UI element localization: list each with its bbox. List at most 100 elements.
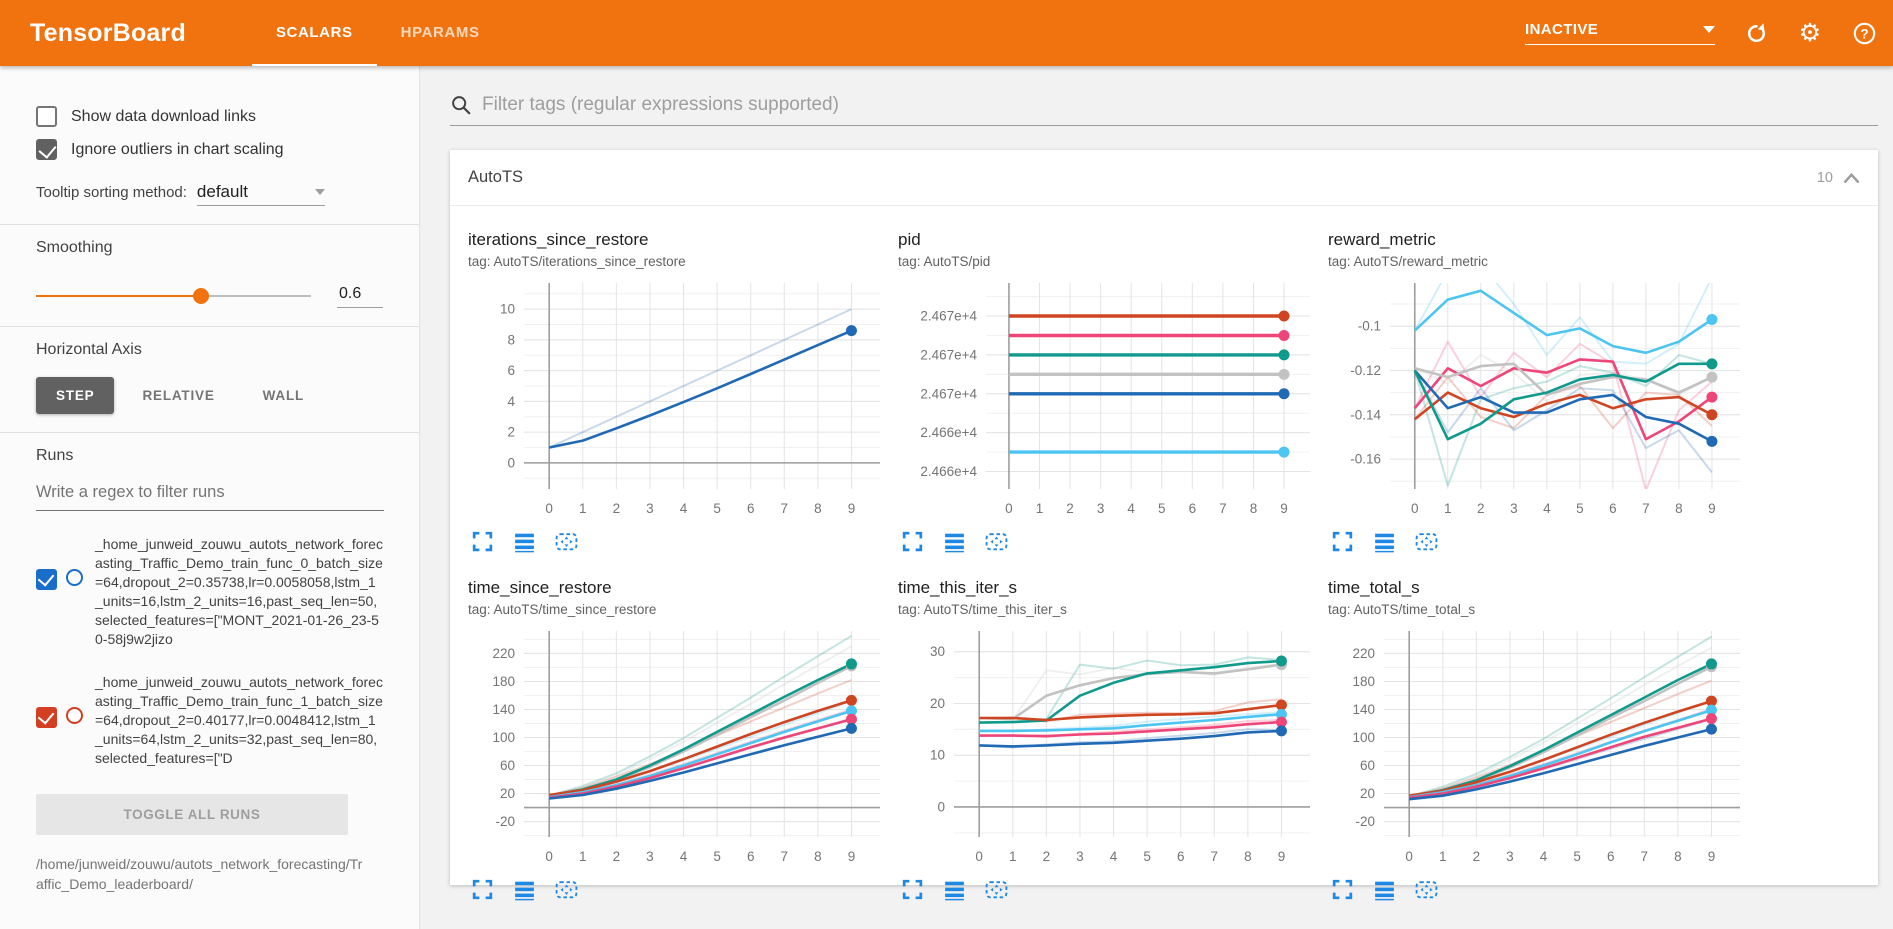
- chart-menu-button[interactable]: [512, 877, 537, 902]
- chart-menu-button[interactable]: [1372, 877, 1397, 902]
- tab-scalars[interactable]: SCALARS: [251, 0, 377, 66]
- chart-menu-button[interactable]: [942, 529, 967, 554]
- smoothing-slider[interactable]: [36, 287, 311, 304]
- tag-filter-input[interactable]: [482, 94, 1878, 116]
- expand-chart-button[interactable]: [470, 529, 495, 554]
- smoothing-value-input[interactable]: [337, 283, 383, 308]
- svg-text:8: 8: [1244, 849, 1252, 864]
- axis-wall-button[interactable]: WALL: [243, 377, 324, 414]
- svg-text:1: 1: [1444, 501, 1452, 516]
- fit-domain-button[interactable]: [1414, 877, 1439, 902]
- svg-text:220: 220: [492, 646, 515, 661]
- svg-text:2.466e+4: 2.466e+4: [920, 464, 977, 479]
- chart-card-pid: pid tag: AutoTS/pid 2.467e+4 2.467e+4 2.46…: [898, 230, 1323, 554]
- expand-chart-button[interactable]: [1330, 877, 1355, 902]
- svg-text:20: 20: [1360, 786, 1375, 801]
- svg-text:2: 2: [613, 849, 621, 864]
- divider: [0, 224, 419, 225]
- fit-domain-button[interactable]: [984, 877, 1009, 902]
- run-checkbox[interactable]: [36, 569, 57, 590]
- fit-domain-button[interactable]: [1414, 529, 1439, 554]
- tooltip-sorting-dropdown[interactable]: default: [196, 182, 325, 206]
- chevron-up-icon[interactable]: [1843, 172, 1860, 184]
- svg-text:0: 0: [1411, 501, 1419, 516]
- svg-text:4: 4: [1127, 501, 1135, 516]
- chart-menu-button[interactable]: [1372, 529, 1397, 554]
- tab-hparams[interactable]: HPARAMS: [400, 23, 480, 41]
- checkbox-icon[interactable]: [36, 106, 57, 127]
- slider-fill: [36, 294, 201, 297]
- svg-text:9: 9: [1278, 849, 1286, 864]
- svg-text:?: ?: [1860, 26, 1868, 41]
- fit-domain-icon: [985, 881, 1008, 899]
- settings-gear-icon[interactable]: ⚙: [1798, 18, 1822, 47]
- svg-text:7: 7: [1641, 849, 1649, 864]
- chart-title: time_this_iter_s: [898, 578, 1018, 597]
- fit-domain-button[interactable]: [554, 529, 579, 554]
- runs-filter-input[interactable]: [36, 473, 384, 511]
- expand-chart-button[interactable]: [1330, 529, 1355, 554]
- svg-text:100: 100: [1352, 730, 1375, 745]
- axis-step-button[interactable]: STEP: [36, 377, 115, 414]
- toggle-all-runs-button[interactable]: TOGGLE ALL RUNS: [36, 794, 348, 836]
- chart-menu-icon: [945, 533, 964, 553]
- svg-text:5: 5: [713, 501, 721, 516]
- chart-canvas[interactable]: -20 20 60 100 140 180 220 0 1 2 3 4 5 6 7 8 9: [1328, 625, 1748, 873]
- chart-card-time_total_s: time_total_s tag: AutoTS/time_total_s -2…: [1328, 578, 1753, 902]
- svg-text:3: 3: [646, 849, 654, 864]
- svg-text:5: 5: [713, 849, 721, 864]
- chart-toolbar: [898, 877, 1323, 902]
- chart-canvas[interactable]: 0 2 4 6 8 10 0 1 2 3 4 5 6 7 8 9: [468, 277, 888, 525]
- fullscreen-icon: [902, 531, 923, 552]
- chart-toolbar: [898, 529, 1323, 554]
- chart-title: reward_metric: [1328, 230, 1436, 249]
- fit-domain-icon: [985, 533, 1008, 551]
- run-item[interactable]: _home_junweid_zouwu_autots_network_forec…: [36, 535, 383, 649]
- run-radio[interactable]: [66, 569, 83, 586]
- run-item[interactable]: _home_junweid_zouwu_autots_network_forec…: [36, 673, 383, 768]
- chart-menu-button[interactable]: [512, 529, 537, 554]
- slider-thumb[interactable]: [193, 287, 209, 304]
- checkbox-icon[interactable]: [36, 139, 57, 160]
- expand-chart-button[interactable]: [900, 877, 925, 902]
- svg-text:-0.14: -0.14: [1350, 407, 1381, 422]
- svg-text:60: 60: [1360, 758, 1375, 773]
- fit-domain-button[interactable]: [554, 877, 579, 902]
- expand-chart-button[interactable]: [900, 529, 925, 554]
- chart-menu-button[interactable]: [942, 877, 967, 902]
- svg-text:4: 4: [680, 501, 688, 516]
- fullscreen-icon: [1332, 531, 1353, 552]
- svg-text:9: 9: [848, 501, 856, 516]
- chart-menu-icon: [1375, 881, 1394, 901]
- tag-group-header[interactable]: AutoTS 10: [450, 150, 1878, 206]
- chart-card-reward_metric: reward_metric tag: AutoTS/reward_metric …: [1328, 230, 1753, 554]
- svg-text:6: 6: [1177, 849, 1185, 864]
- svg-text:3: 3: [1076, 849, 1084, 864]
- settings-sidebar: Show data download links Ignore outliers…: [0, 66, 420, 929]
- data-status-dropdown[interactable]: INACTIVE: [1525, 21, 1715, 45]
- runs-label: Runs: [36, 447, 74, 464]
- fit-domain-button[interactable]: [984, 529, 1009, 554]
- ignore-outliers-checkbox[interactable]: Ignore outliers in chart scaling: [36, 139, 383, 160]
- chart-tag: tag: AutoTS/time_since_restore: [468, 602, 657, 617]
- chart-canvas[interactable]: -20 20 60 100 140 180 220 0 1 2 3 4 5 6 7 8 9: [468, 625, 888, 873]
- expand-chart-button[interactable]: [470, 877, 495, 902]
- help-icon[interactable]: ?: [1851, 20, 1877, 46]
- chart-canvas[interactable]: 0 10 20 30 0 1 2 3 4 5 6 7 8 9: [898, 625, 1318, 873]
- log-directory-path: /home/junweid/zouwu/autots_network_forec…: [36, 856, 363, 892]
- status-value: INACTIVE: [1525, 21, 1599, 38]
- svg-text:0: 0: [1405, 849, 1413, 864]
- svg-text:1: 1: [1009, 849, 1017, 864]
- axis-relative-button[interactable]: RELATIVE: [122, 377, 234, 414]
- svg-text:-20: -20: [1355, 814, 1375, 829]
- svg-text:9: 9: [1708, 849, 1716, 864]
- chart-canvas[interactable]: -0.1 -0.12 -0.14 -0.16 0 1 2 3 4 5 6 7 8 9: [1328, 277, 1748, 525]
- show-download-links-checkbox[interactable]: Show data download links: [36, 106, 383, 127]
- svg-text:4: 4: [1540, 849, 1548, 864]
- refresh-icon[interactable]: [1743, 20, 1769, 46]
- run-checkbox[interactable]: [36, 707, 57, 729]
- run-radio[interactable]: [66, 707, 83, 725]
- svg-text:1: 1: [1439, 849, 1447, 864]
- chart-canvas[interactable]: 2.467e+4 2.467e+4 2.467e+4 2.466e+4 2.466e+4…: [898, 277, 1318, 525]
- chart-title: time_total_s: [1328, 578, 1420, 597]
